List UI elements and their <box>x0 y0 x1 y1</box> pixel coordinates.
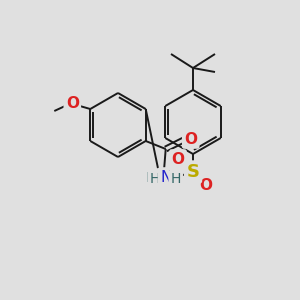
Text: O: O <box>66 95 79 110</box>
Text: H: H <box>146 171 156 185</box>
Text: O: O <box>200 178 212 193</box>
Text: S: S <box>187 163 200 181</box>
Text: N: N <box>160 169 171 184</box>
Text: H: H <box>149 172 160 186</box>
Text: NH: NH <box>154 170 176 185</box>
Text: H: H <box>170 172 181 186</box>
Text: O: O <box>172 152 184 166</box>
Text: O: O <box>184 131 197 146</box>
